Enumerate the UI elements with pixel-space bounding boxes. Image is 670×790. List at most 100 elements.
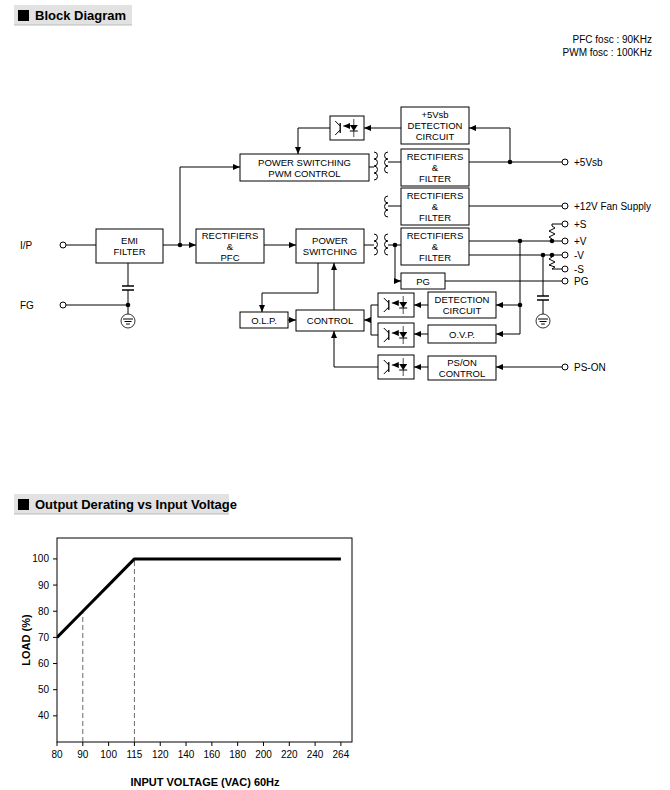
connector	[496, 305, 520, 306]
block-label: CONTROL	[307, 315, 353, 326]
connector	[128, 290, 129, 314]
transformer-coil	[374, 152, 378, 180]
optocoupler-transistor	[340, 123, 341, 133]
transformer-coil	[374, 234, 378, 255]
transformer-coil	[385, 152, 389, 173]
block	[296, 310, 364, 331]
terminal	[60, 242, 66, 248]
optocoupler-diode	[403, 358, 404, 376]
block	[96, 229, 163, 263]
x-tick-label: 80	[51, 749, 63, 760]
block-label: FILTER	[113, 246, 145, 257]
ground	[125, 321, 132, 322]
terminal	[562, 266, 568, 272]
connector	[66, 245, 96, 246]
connector	[469, 162, 562, 163]
x-tick	[289, 742, 290, 746]
optocoupler	[378, 293, 414, 317]
header-underline	[14, 25, 132, 26]
block-label: CIRCUIT	[443, 305, 482, 316]
x-tick-label: 160	[204, 749, 221, 760]
plot-frame	[57, 538, 352, 742]
connector	[496, 241, 520, 334]
connector	[552, 269, 562, 270]
x-tick-label: 220	[281, 749, 298, 760]
x-tick	[263, 742, 264, 746]
block-label: RECTIFIERS	[407, 230, 463, 241]
connector	[262, 263, 318, 312]
connector	[543, 300, 544, 314]
terminal-label: PG	[574, 276, 589, 287]
optocoupler-transistor	[384, 328, 389, 333]
connector	[414, 334, 428, 335]
connector	[371, 320, 378, 335]
connector	[66, 305, 128, 306]
connector	[364, 305, 378, 320]
y-tick-label: 40	[38, 710, 50, 721]
connector	[469, 255, 562, 256]
terminal	[562, 159, 568, 165]
guide-line	[134, 559, 135, 742]
optocoupler-transistor	[384, 337, 389, 342]
connector	[414, 367, 428, 368]
connector	[369, 167, 374, 168]
guide-line	[82, 611, 83, 742]
block	[401, 188, 469, 225]
y-tick-label: 70	[38, 632, 50, 643]
connector	[388, 206, 401, 207]
ground	[126, 324, 130, 325]
x-tick	[211, 742, 212, 746]
optocoupler	[378, 355, 414, 379]
header-bar	[14, 5, 132, 25]
x-tick	[186, 742, 187, 746]
optocoupler-light	[392, 365, 398, 366]
block-label: POWER	[312, 235, 348, 246]
connector	[552, 224, 562, 225]
y-tick	[53, 637, 57, 638]
block-label: FILTER	[419, 212, 451, 223]
transformer-coil	[385, 196, 389, 217]
optocoupler-transistor	[388, 362, 389, 372]
header-square	[18, 499, 29, 510]
block-label: +5Vsb	[421, 109, 448, 120]
block	[428, 356, 496, 380]
frequency-note: PFC fosc : 90KHz	[573, 34, 652, 45]
ground	[541, 324, 545, 325]
y-tick-label: 50	[38, 684, 50, 695]
optocoupler-diode	[403, 326, 404, 344]
optocoupler-transistor	[388, 300, 389, 310]
x-tick	[108, 742, 109, 746]
block-label: PFC	[221, 252, 240, 263]
section-title: Output Derating vs Input Voltage	[35, 497, 237, 512]
plot-area	[57, 559, 341, 742]
terminal-label: I/P	[20, 240, 33, 251]
y-tick-label: 80	[38, 606, 50, 617]
frequency-note: PWM fosc : 100KHz	[563, 47, 652, 58]
block-label: CIRCUIT	[416, 131, 455, 142]
block-label: SWITCHING	[303, 246, 357, 257]
y-tick-label: 60	[38, 658, 50, 669]
x-tick	[160, 742, 161, 746]
block-label: EMI	[121, 235, 138, 246]
optocoupler-transistor	[335, 121, 340, 126]
x-tick-label: 120	[152, 749, 169, 760]
x-tick	[237, 742, 238, 746]
optocoupler-transistor	[384, 307, 389, 312]
connector	[549, 224, 555, 241]
x-tick-label: 180	[229, 749, 246, 760]
header-underline	[14, 514, 229, 515]
y-tick	[53, 663, 57, 664]
x-tick	[82, 742, 83, 746]
block	[296, 229, 364, 263]
terminal-label: -S	[574, 264, 584, 275]
terminal-label: -V	[574, 250, 584, 261]
y-tick-label: 90	[38, 580, 50, 591]
connector	[334, 263, 335, 310]
terminal	[562, 238, 568, 244]
optocoupler-diode	[403, 296, 404, 314]
terminal-label: PS-ON	[574, 362, 606, 373]
terminal	[562, 364, 568, 370]
terminal-label: +V	[574, 236, 587, 247]
x-tick	[57, 742, 58, 746]
optocoupler-transistor	[384, 360, 389, 365]
